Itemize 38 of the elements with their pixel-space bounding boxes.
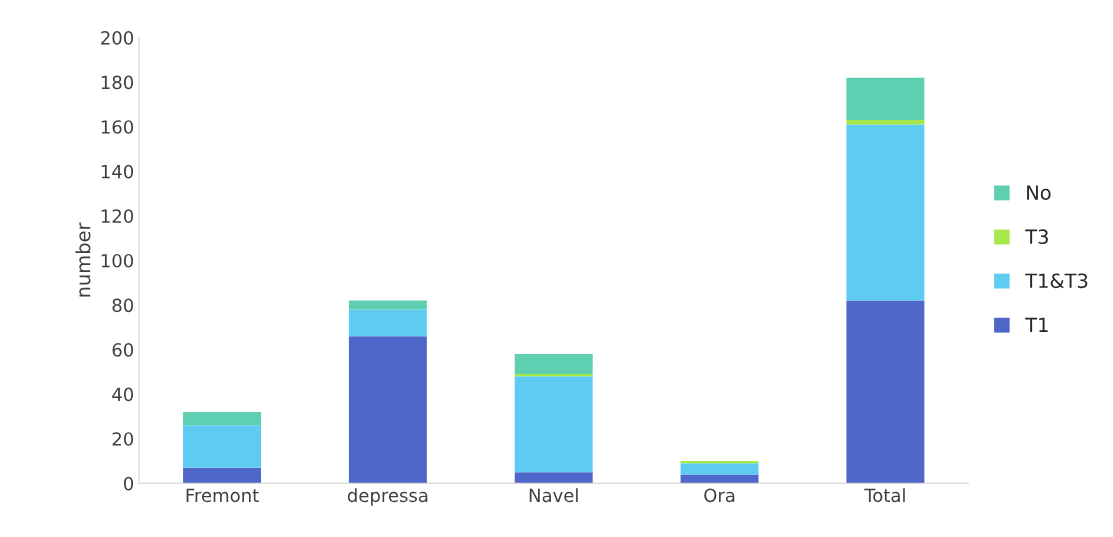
bar	[846, 300, 925, 484]
bar	[846, 77, 925, 121]
y-tick-label: 100	[101, 253, 134, 268]
x-tick-label: Fremont	[186, 488, 259, 503]
y-tick-label: 20	[112, 432, 134, 446]
y-tick-label: 200	[101, 31, 134, 45]
bar	[846, 120, 925, 125]
x-tick-label: Ora	[704, 488, 735, 503]
y-tick-label: 0	[123, 476, 134, 491]
bar	[348, 300, 427, 310]
legend-label: T1&T3	[1025, 273, 1088, 289]
y-tick-label: 40	[112, 387, 134, 402]
legend-label: No	[1027, 185, 1051, 200]
bar	[680, 474, 759, 484]
bar	[514, 354, 593, 375]
bar	[846, 124, 925, 301]
y-tick-label: 180	[101, 75, 134, 90]
y-tick-label: 60	[112, 343, 134, 357]
x-tick-label: Total	[864, 488, 905, 503]
bar	[183, 411, 262, 426]
bar	[680, 463, 759, 475]
bar	[680, 461, 759, 464]
x-tick-label: depressa	[347, 488, 428, 506]
legend-label: T1	[1025, 317, 1048, 332]
y-axis-title: number	[75, 222, 91, 297]
bar	[514, 472, 593, 484]
legend-label: T3	[1025, 229, 1048, 245]
bar	[348, 336, 427, 484]
y-tick-label: 120	[101, 209, 134, 223]
y-tick-label: 140	[101, 164, 134, 179]
bar	[183, 467, 262, 484]
bar	[183, 425, 262, 468]
x-tick-label: Navel	[529, 488, 578, 503]
bar	[514, 376, 593, 473]
y-tick-label: 160	[101, 120, 134, 134]
bar	[348, 309, 427, 337]
y-tick-label: 80	[112, 298, 134, 313]
bar	[514, 374, 593, 377]
